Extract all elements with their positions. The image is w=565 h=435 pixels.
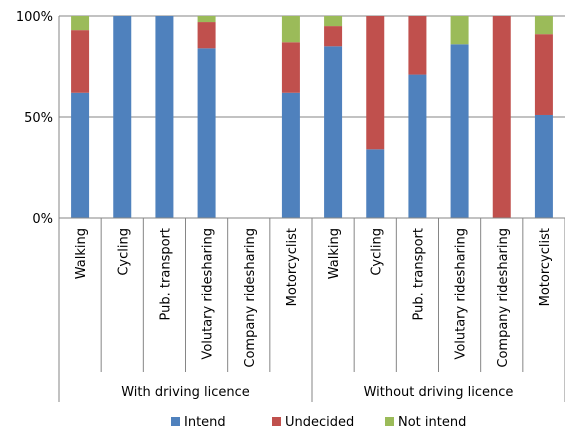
bar-segment-intend	[155, 16, 174, 218]
bar-segment-intend	[197, 48, 216, 218]
bar-segment-not-intend	[197, 16, 216, 23]
x-category-label: Cycling	[369, 228, 384, 276]
y-tick-label: 100%	[16, 10, 53, 25]
x-category-label: Walking	[74, 228, 89, 279]
bar-segment-undecided	[366, 16, 385, 150]
bar-segment-undecided	[408, 16, 427, 75]
grid-layer	[59, 15, 565, 219]
legend-label: Undecided	[285, 415, 354, 430]
y-tick-label: 50%	[24, 111, 53, 126]
x-category-label: Company ridesharing	[243, 228, 258, 368]
bar-segment-not-intend	[450, 16, 469, 45]
x-category-label: Volutary ridesharing	[454, 228, 469, 360]
bar-segment-intend	[450, 44, 469, 218]
bar-segment-intend	[281, 92, 300, 218]
x-category-label: Motorcyclist	[285, 228, 300, 306]
x-category-label: Company ridesharing	[496, 228, 511, 368]
bar-segment-undecided	[71, 30, 90, 93]
bar-segment-intend	[534, 114, 553, 218]
legend-swatch	[171, 417, 180, 426]
legend-label: Not intend	[398, 415, 466, 430]
bar-segment-intend	[71, 92, 90, 218]
axis-layer	[58, 16, 565, 402]
x-category-label: Cycling	[116, 228, 131, 276]
bar-segment-intend	[408, 74, 427, 218]
bar-segment-undecided	[324, 26, 343, 47]
x-category-label: Motorcyclist	[538, 228, 553, 306]
bar-segment-undecided	[197, 22, 216, 49]
bar-segment-intend	[366, 149, 385, 218]
x-category-label: Pub. transport	[158, 228, 173, 320]
bar-segment-not-intend	[281, 16, 300, 43]
bar-segment-intend	[113, 16, 132, 218]
x-category-label: Volutary ridesharing	[201, 228, 216, 360]
x-category-label: Walking	[327, 228, 342, 279]
labels-layer: 0% 50% 100% Walking Cycling Pub. transport Vol…	[16, 10, 553, 400]
group-label: With driving licence	[121, 385, 250, 400]
group-label: Without driving licence	[364, 385, 514, 400]
y-tick-label: 0%	[32, 212, 53, 227]
bar-segment-intend	[324, 46, 343, 218]
legend-label: Intend	[184, 415, 226, 430]
bar-segment-undecided	[534, 34, 553, 115]
bar-segment-undecided	[492, 16, 511, 218]
legend-swatch	[272, 417, 281, 426]
legend-swatch	[385, 417, 394, 426]
legend: Intend Undecided Not intend	[171, 415, 466, 430]
bars-layer	[71, 16, 553, 218]
bar-segment-not-intend	[71, 16, 90, 31]
bar-segment-not-intend	[324, 16, 343, 27]
bar-segment-undecided	[281, 42, 300, 93]
bar-segment-not-intend	[534, 16, 553, 35]
x-category-label: Pub. transport	[411, 228, 426, 320]
